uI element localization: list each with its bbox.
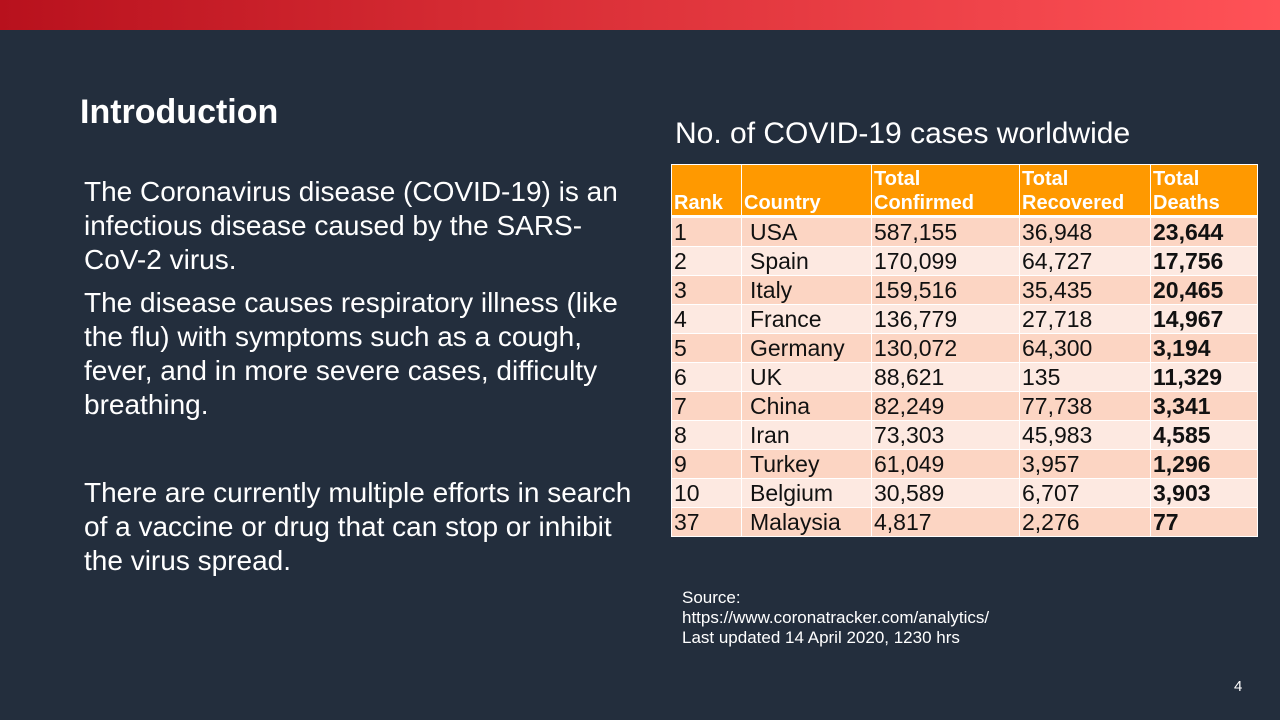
cell-country: France [741,304,872,334]
cell-rank: 4 [671,304,742,334]
cell-total-recovered: 3,957 [1019,449,1151,479]
cell-total-recovered: 64,727 [1019,246,1151,276]
cell-rank: 3 [671,275,742,305]
cell-total-confirmed: 159,516 [871,275,1020,305]
page-number: 4 [1234,678,1243,695]
cell-total-confirmed: 170,099 [871,246,1020,276]
cell-rank: 9 [671,449,742,479]
table-row: 7 China 82,249 77,738 3,341 [671,391,1258,421]
table-row: 3 Italy 159,516 35,435 20,465 [671,275,1258,305]
cell-total-recovered: 36,948 [1019,216,1151,247]
table-row: 4 France 136,779 27,718 14,967 [671,304,1258,334]
cell-rank: 2 [671,246,742,276]
cell-total-recovered: 35,435 [1019,275,1151,305]
table-title: No. of COVID-19 cases worldwide [675,117,1131,150]
cell-total-recovered: 135 [1019,362,1151,392]
source-note: Source: https://www.coronatracker.com/an… [682,588,989,648]
cell-country: Malaysia [741,507,872,537]
intro-paragraph-2: The disease causes respiratory illness (… [84,287,618,420]
cell-country: USA [741,216,872,247]
table-row: 1 USA 587,155 36,948 23,644 [671,216,1258,247]
cell-total-recovered: 27,718 [1019,304,1151,334]
cell-country: Italy [741,275,872,305]
cell-rank: 5 [671,333,742,363]
cell-total-confirmed: 30,589 [871,478,1020,508]
cell-country: Iran [741,420,872,450]
cell-rank: 10 [671,478,742,508]
cell-total-confirmed: 88,621 [871,362,1020,392]
table-row: 37 Malaysia 4,817 2,276 77 [671,507,1258,537]
cell-rank: 8 [671,420,742,450]
cell-country: Belgium [741,478,872,508]
source-label: Source: [682,588,741,607]
table-row: 10 Belgium 30,589 6,707 3,903 [671,478,1258,508]
cell-total-deaths: 4,585 [1150,420,1258,450]
cell-country: Turkey [741,449,872,479]
cell-total-recovered: 45,983 [1019,420,1151,450]
cell-rank: 37 [671,507,742,537]
header-country: Country [741,164,872,218]
table-row: 9 Turkey 61,049 3,957 1,296 [671,449,1258,479]
cell-total-confirmed: 587,155 [871,216,1020,247]
cell-total-confirmed: 130,072 [871,333,1020,363]
header-total-recovered: Total Recovered [1019,164,1151,218]
table-body: 1 USA 587,155 36,948 23,644 2 Spain 170,099 64,7… [671,216,1258,537]
top-accent-bar [0,0,1280,30]
cell-country: Spain [741,246,872,276]
cell-total-confirmed: 73,303 [871,420,1020,450]
header-total-confirmed: Total Confirmed [871,164,1020,218]
cell-total-confirmed: 4,817 [871,507,1020,537]
cell-country: China [741,391,872,421]
source-url: https://www.coronatracker.com/analytics/ [682,608,990,627]
cell-total-deaths: 23,644 [1150,216,1258,247]
cell-total-deaths: 11,329 [1150,362,1258,392]
cell-total-deaths: 77 [1150,507,1258,537]
cell-rank: 1 [671,216,742,247]
table-row: 6 UK 88,621 135 11,329 [671,362,1258,392]
cell-country: UK [741,362,872,392]
intro-paragraph-1: The Coronavirus disease (COVID-19) is an… [84,176,618,275]
source-updated: Last updated 14 April 2020, 1230 hrs [682,628,960,647]
cell-total-deaths: 3,341 [1150,391,1258,421]
cell-total-recovered: 2,276 [1019,507,1151,537]
header-total-deaths: Total Deaths [1150,164,1258,218]
cell-total-confirmed: 82,249 [871,391,1020,421]
covid-cases-table: Rank Country Total Confirmed Total Recover… [671,164,1258,537]
cell-total-deaths: 1,296 [1150,449,1258,479]
cell-total-deaths: 3,903 [1150,478,1258,508]
cell-total-recovered: 6,707 [1019,478,1151,508]
cell-total-confirmed: 136,779 [871,304,1020,334]
table-row: 2 Spain 170,099 64,727 17,756 [671,246,1258,276]
cell-total-deaths: 3,194 [1150,333,1258,363]
table-row: 8 Iran 73,303 45,983 4,585 [671,420,1258,450]
cell-total-recovered: 64,300 [1019,333,1151,363]
slide-title: Introduction [80,93,279,131]
table-header-row: Rank Country Total Confirmed Total Recover… [671,164,1258,218]
cell-total-deaths: 14,967 [1150,304,1258,334]
cell-country: Germany [741,333,872,363]
table-row: 5 Germany 130,072 64,300 3,194 [671,333,1258,363]
intro-paragraph-3: There are currently multiple efforts in … [84,477,632,576]
cell-rank: 7 [671,391,742,421]
cell-total-confirmed: 61,049 [871,449,1020,479]
cell-total-deaths: 17,756 [1150,246,1258,276]
header-rank: Rank [671,164,742,218]
cell-rank: 6 [671,362,742,392]
cell-total-recovered: 77,738 [1019,391,1151,421]
cell-total-deaths: 20,465 [1150,275,1258,305]
